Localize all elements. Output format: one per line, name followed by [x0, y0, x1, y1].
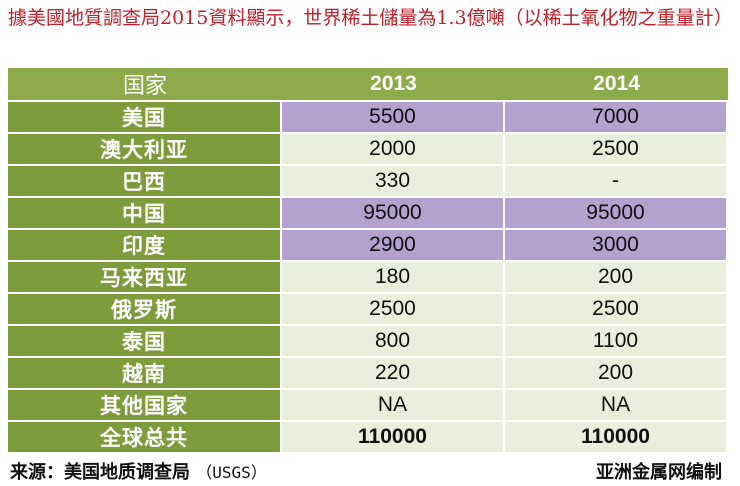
country-cell: 马来西亚	[8, 262, 282, 292]
table-row: 全球总共 110000 110000	[8, 422, 728, 452]
table-row: 美国 5500 7000	[8, 102, 728, 132]
country-cell: 越南	[8, 358, 282, 388]
value-2013-cell: 330	[282, 166, 505, 196]
country-cell: 全球总共	[8, 422, 282, 452]
value-2013-cell: 220	[282, 358, 505, 388]
table-body: 美国 5500 7000 澳大利亚 2000 2500 巴西 330- 中国 95000 95000…	[8, 102, 728, 452]
value-2013-cell: 110000	[282, 422, 505, 452]
table-row: 马来西亚 180 200	[8, 262, 728, 292]
table-header-row: 国家 2013 2014	[8, 68, 728, 100]
table-row: 其他国家 NA NA	[8, 390, 728, 420]
value-2013-cell: NA	[282, 390, 505, 420]
rare-earth-reserves-table-wrap: 国家 2013 2014 美国 5500 7000 澳大利亚 2000 2500 巴西 330…	[8, 66, 728, 454]
value-2014-cell: 1100	[505, 326, 728, 356]
value-2014-cell: 2500	[505, 134, 728, 164]
value-2014-cell: 200	[505, 358, 728, 388]
value-2014-cell: -	[505, 166, 728, 196]
table-row: 澳大利亚 2000 2500	[8, 134, 728, 164]
country-cell: 印度	[8, 230, 282, 260]
value-2014-cell: 110000	[505, 422, 728, 452]
value-2013-cell: 800	[282, 326, 505, 356]
value-2013-cell: 5500	[282, 102, 505, 132]
value-2014-cell: 7000	[505, 102, 728, 132]
country-cell: 俄罗斯	[8, 294, 282, 324]
header-2014: 2014	[505, 68, 728, 100]
source-abbr: （USGS）	[196, 463, 267, 482]
value-2014-cell: 3000	[505, 230, 728, 260]
value-2014-cell: 95000	[505, 198, 728, 228]
page-heading: 據美國地質調查局2015資料顯示，世界稀土儲量為1.3億噸（以稀土氧化物之重量計…	[8, 7, 733, 29]
header-country: 国家	[8, 68, 282, 100]
table-row: 巴西 330-	[8, 166, 728, 196]
country-cell: 美国	[8, 102, 282, 132]
table-row: 俄罗斯 2500 2500	[8, 294, 728, 324]
table-row: 中国 95000 95000	[8, 198, 728, 228]
header-2013: 2013	[282, 68, 505, 100]
table-row: 越南 220 200	[8, 358, 728, 388]
credit-note: 亚洲金属网编制	[596, 462, 722, 483]
value-2013-cell: 180	[282, 262, 505, 292]
value-2014-cell: NA	[505, 390, 728, 420]
source-label: 来源：美国地质调查局	[10, 462, 190, 483]
value-2013-cell: 2000	[282, 134, 505, 164]
country-cell: 澳大利亚	[8, 134, 282, 164]
value-2013-cell: 2500	[282, 294, 505, 324]
table-row: 泰国 800 1100	[8, 326, 728, 356]
table-row: 印度 2900 3000	[8, 230, 728, 260]
country-cell: 中国	[8, 198, 282, 228]
country-cell: 其他国家	[8, 390, 282, 420]
value-2013-cell: 2900	[282, 230, 505, 260]
value-2014-cell: 2500	[505, 294, 728, 324]
footer: 来源：美国地质调查局 （USGS） 亚洲金属网编制	[10, 456, 730, 484]
rare-earth-reserves-table: 国家 2013 2014 美国 5500 7000 澳大利亚 2000 2500 巴西 330…	[8, 66, 728, 454]
country-cell: 巴西	[8, 166, 282, 196]
value-2014-cell: 200	[505, 262, 728, 292]
value-2013-cell: 95000	[282, 198, 505, 228]
source-note: 来源：美国地质调查局 （USGS）	[10, 458, 267, 484]
country-cell: 泰国	[8, 326, 282, 356]
